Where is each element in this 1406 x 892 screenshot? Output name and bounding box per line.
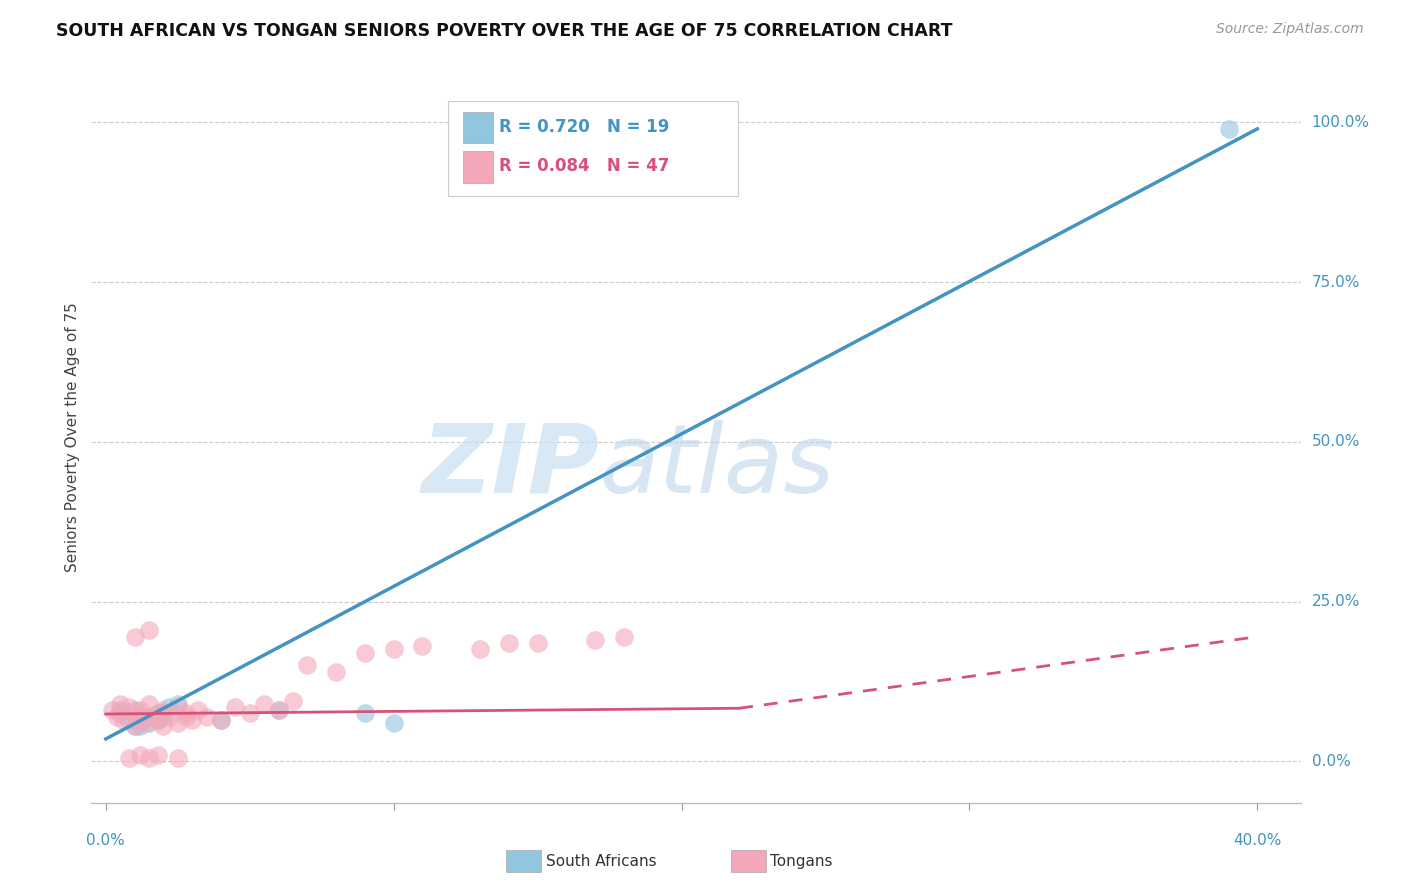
Point xyxy=(112,713,135,727)
Point xyxy=(138,624,160,638)
Point xyxy=(118,751,141,765)
Text: ZIP: ZIP xyxy=(422,420,599,513)
Point xyxy=(613,630,636,644)
Text: 0.0%: 0.0% xyxy=(86,833,125,848)
Point xyxy=(187,703,209,717)
Point xyxy=(281,693,304,707)
Point xyxy=(152,719,174,733)
Point xyxy=(166,751,188,765)
Point xyxy=(124,703,146,717)
Point xyxy=(411,640,433,654)
Point xyxy=(138,697,160,711)
Point xyxy=(146,747,169,762)
Point xyxy=(146,713,169,727)
Point xyxy=(382,642,405,657)
Text: South Africans: South Africans xyxy=(546,855,657,869)
Text: R = 0.084   N = 47: R = 0.084 N = 47 xyxy=(499,158,669,176)
Point xyxy=(526,636,548,650)
Point xyxy=(166,697,188,711)
Point xyxy=(498,636,520,650)
Point xyxy=(152,706,174,721)
Text: SOUTH AFRICAN VS TONGAN SENIORS POVERTY OVER THE AGE OF 75 CORRELATION CHART: SOUTH AFRICAN VS TONGAN SENIORS POVERTY … xyxy=(56,22,953,40)
Text: R = 0.720   N = 19: R = 0.720 N = 19 xyxy=(499,118,669,136)
Point xyxy=(124,630,146,644)
Point xyxy=(138,751,160,765)
Point xyxy=(108,697,131,711)
Point xyxy=(138,709,160,723)
Bar xyxy=(463,112,494,143)
Point xyxy=(118,700,141,714)
Point xyxy=(354,646,377,660)
Point xyxy=(138,709,160,723)
Point xyxy=(468,642,491,657)
Point xyxy=(382,715,405,730)
Point xyxy=(105,709,128,723)
Point xyxy=(129,703,152,717)
Point xyxy=(146,713,169,727)
Point xyxy=(124,719,146,733)
Point xyxy=(166,715,188,730)
Point xyxy=(152,703,174,717)
Point xyxy=(253,697,276,711)
Point xyxy=(100,703,122,717)
Text: 0.0%: 0.0% xyxy=(1312,754,1350,769)
Point xyxy=(129,719,152,733)
Point xyxy=(267,703,290,717)
Text: 100.0%: 100.0% xyxy=(1312,115,1369,130)
Text: 75.0%: 75.0% xyxy=(1312,275,1360,290)
Point xyxy=(354,706,377,721)
Point xyxy=(267,703,290,717)
Point xyxy=(124,719,146,733)
Point xyxy=(129,747,152,762)
Point xyxy=(166,700,188,714)
Point xyxy=(297,658,319,673)
Point xyxy=(146,706,169,721)
Text: 40.0%: 40.0% xyxy=(1233,833,1281,848)
Point xyxy=(108,706,131,721)
Bar xyxy=(449,101,738,195)
Point xyxy=(195,709,218,723)
Point xyxy=(129,713,152,727)
Text: Tongans: Tongans xyxy=(770,855,832,869)
Point xyxy=(157,700,180,714)
Point xyxy=(176,709,198,723)
Point xyxy=(138,715,160,730)
Point xyxy=(239,706,262,721)
Text: 50.0%: 50.0% xyxy=(1312,434,1360,450)
Point xyxy=(135,715,157,730)
Point xyxy=(146,706,169,721)
Point xyxy=(124,706,146,721)
Y-axis label: Seniors Poverty Over the Age of 75: Seniors Poverty Over the Age of 75 xyxy=(65,302,80,572)
Point xyxy=(157,709,180,723)
Point xyxy=(1218,121,1240,136)
Text: atlas: atlas xyxy=(599,420,834,513)
Point xyxy=(583,632,606,647)
Point xyxy=(118,713,141,727)
Point xyxy=(181,713,204,727)
Text: 25.0%: 25.0% xyxy=(1312,594,1360,609)
Point xyxy=(209,713,232,727)
Bar xyxy=(463,151,494,183)
Text: Source: ZipAtlas.com: Source: ZipAtlas.com xyxy=(1216,22,1364,37)
Point xyxy=(224,700,246,714)
Point xyxy=(152,709,174,723)
Point xyxy=(108,703,131,717)
Point xyxy=(176,706,198,721)
Point xyxy=(209,713,232,727)
Point xyxy=(325,665,347,679)
